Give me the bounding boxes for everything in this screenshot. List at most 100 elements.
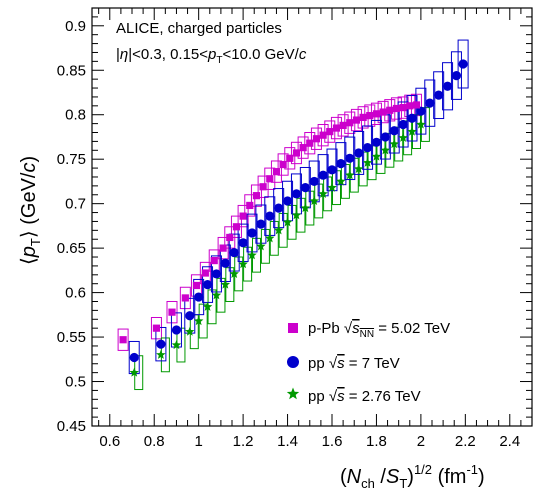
sys-box-ppb xyxy=(257,175,269,198)
marker-pp276 xyxy=(318,188,328,198)
marker-ppb xyxy=(346,119,354,127)
marker-pp276 xyxy=(362,157,373,167)
marker-pp276 xyxy=(336,176,346,186)
marker-pp7 xyxy=(354,148,364,158)
marker-pp7 xyxy=(398,119,408,130)
legend-marker-pp7 xyxy=(287,356,299,368)
sys-box-pp7 xyxy=(193,278,205,316)
sys-box-ppb xyxy=(290,141,302,165)
marker-pp276 xyxy=(193,316,204,326)
marker-pp276 xyxy=(220,279,231,289)
marker-ppb xyxy=(379,108,387,116)
marker-pp7 xyxy=(194,292,204,302)
marker-pp276 xyxy=(353,163,364,174)
marker-pp7 xyxy=(371,137,382,147)
marker-ppb xyxy=(181,294,189,302)
marker-ppb xyxy=(266,175,274,183)
sys-box-pp7 xyxy=(326,148,338,192)
y-axis-title: ⟨pT⟩ (GeV/c) xyxy=(18,156,43,265)
marker-ppb xyxy=(366,112,374,120)
marker-ppb xyxy=(332,124,341,132)
marker-pp7 xyxy=(291,189,302,199)
sys-box-pp7 xyxy=(335,142,347,186)
marker-pp276 xyxy=(247,250,257,260)
legend-marker-pp276 xyxy=(286,387,300,400)
sys-box-pp7 xyxy=(415,87,427,135)
sys-box-pp7 xyxy=(362,125,374,170)
marker-pp276 xyxy=(309,195,319,206)
sys-box-ppb xyxy=(244,194,256,217)
marker-pp7 xyxy=(389,126,399,136)
sys-box-ppb xyxy=(284,147,296,170)
marker-pp7 xyxy=(345,153,355,163)
marker-ppb xyxy=(359,113,367,121)
marker-pp7 xyxy=(238,238,248,248)
x-axis-title: (Nch /ST)1/2 (fm-1) xyxy=(340,462,485,491)
marker-pp276 xyxy=(291,210,302,220)
sys-box-ppb xyxy=(264,167,276,190)
sys-box-pp7 xyxy=(406,95,418,142)
sys-box-pp7 xyxy=(424,79,436,127)
sys-box-ppb xyxy=(270,160,282,183)
marker-pp276 xyxy=(211,290,222,300)
marker-pp7 xyxy=(211,269,222,279)
marker-ppb xyxy=(168,308,176,316)
marker-ppb xyxy=(299,144,307,152)
marker-pp276 xyxy=(256,241,266,251)
marker-ppb xyxy=(239,212,247,220)
marker-pp7 xyxy=(156,339,166,349)
y-tick-label: 0.85 xyxy=(57,62,86,79)
marker-pp7 xyxy=(282,196,293,206)
marker-pp276 xyxy=(238,259,248,269)
marker-pp7 xyxy=(434,90,444,100)
y-tick-label: 0.7 xyxy=(65,196,86,213)
marker-pp276 xyxy=(407,126,417,136)
marker-ppb xyxy=(339,121,347,129)
marker-ppb xyxy=(279,160,287,169)
sys-box-pp7 xyxy=(442,62,454,111)
y-tick-label: 0.55 xyxy=(57,329,86,346)
marker-pp276 xyxy=(327,182,337,192)
x-axis: 0.6 0.8 1 1.2 1.4 1.6 1.8 2 2.2 2.4 xyxy=(98,8,533,450)
legend-label-pp7: pp √s = 7 TeV xyxy=(308,355,400,372)
marker-pp7 xyxy=(300,183,310,193)
marker-ppb xyxy=(252,192,261,200)
marker-pp7 xyxy=(407,113,417,123)
marker-pp7 xyxy=(318,170,328,180)
annotation-cuts: |η|<0.3, 0.15<pT<10.0 GeV/c xyxy=(116,46,307,66)
marker-ppb xyxy=(372,110,381,118)
sys-box-pp7 xyxy=(344,136,356,181)
marker-pp276 xyxy=(273,225,284,235)
x-tick-label: 0.8 xyxy=(144,433,165,450)
marker-pp276 xyxy=(265,233,275,243)
marker-pp7 xyxy=(442,81,453,91)
marker-ppb xyxy=(292,149,301,157)
sys-box-pp7 xyxy=(397,101,409,148)
marker-ppb xyxy=(306,139,314,147)
marker-pp276 xyxy=(129,367,139,377)
marker-ppb xyxy=(412,101,421,109)
x-tick-label: 0.6 xyxy=(99,433,120,450)
sys-box-pp7 xyxy=(353,131,365,175)
marker-pp276 xyxy=(171,340,182,350)
marker-ppb xyxy=(192,281,201,290)
marker-ppb xyxy=(352,116,361,124)
x-tick-label: 1.6 xyxy=(322,433,343,450)
marker-ppb xyxy=(319,131,327,139)
marker-pp7 xyxy=(129,352,139,363)
marker-pp7 xyxy=(247,228,257,238)
marker-ppb xyxy=(326,128,334,136)
x-tick-label: 2 xyxy=(417,433,425,450)
marker-pp276 xyxy=(371,151,382,161)
y-tick-label: 0.6 xyxy=(65,285,86,302)
marker-ppb xyxy=(210,256,218,265)
x-tick-label: 1 xyxy=(194,433,202,450)
marker-pp7 xyxy=(451,70,462,81)
sys-box-ppb xyxy=(297,136,309,159)
marker-pp7 xyxy=(256,219,266,229)
marker-pp276 xyxy=(185,326,195,336)
marker-ppb xyxy=(152,324,161,332)
x-tick-label: 2.2 xyxy=(455,433,476,450)
marker-ppb xyxy=(259,183,267,191)
sys-box-pp7 xyxy=(450,51,462,100)
